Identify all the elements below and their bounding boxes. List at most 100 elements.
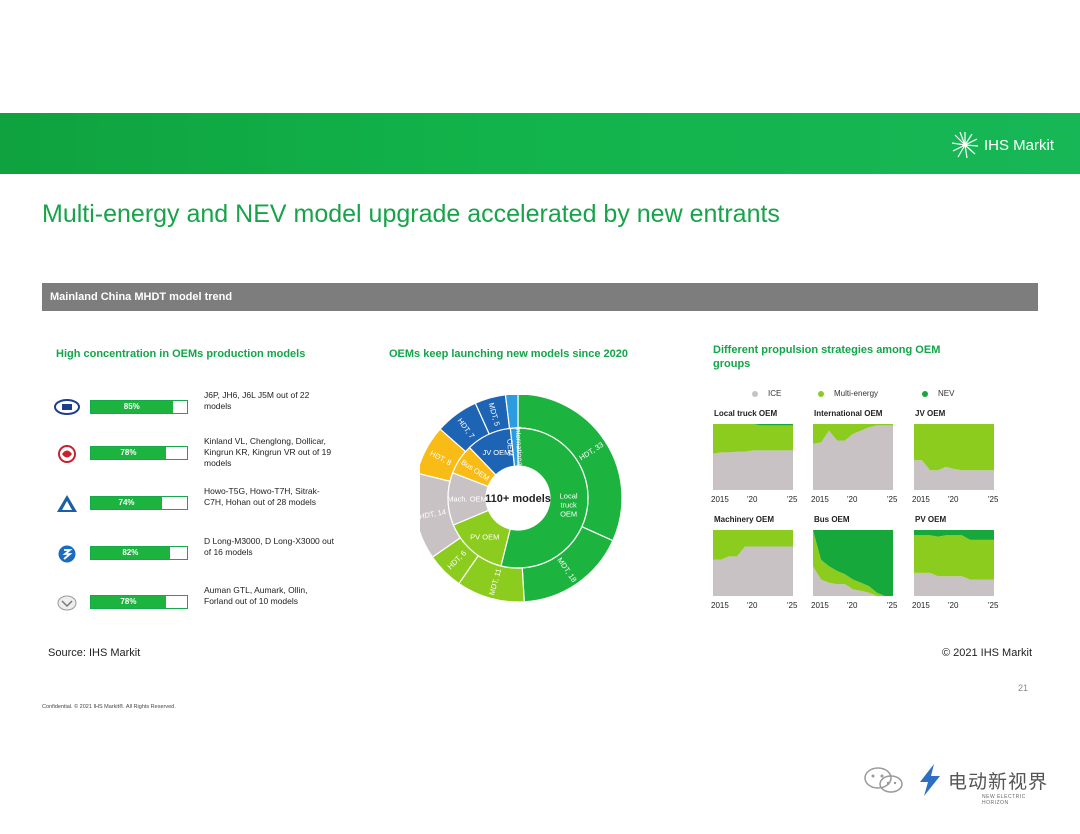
concentration-bar-fill: 78% [91,596,166,608]
area-series-ice [713,450,793,490]
area-series-nev [914,530,994,540]
legend-item: ICE [752,389,781,398]
oem-row: 78% Auman GTL, Aumark, Ollin, Forland out… [54,585,334,625]
x-tick-label: '25 [787,601,798,610]
x-tick-label: '25 [988,495,999,504]
x-tick-label: '20 [948,495,959,504]
area-series-ice [713,546,793,596]
small-multiple-chart [713,530,793,596]
x-tick-label: '25 [988,601,999,610]
small-multiple-chart [813,424,893,490]
donut-center-label: 110+ models [485,493,551,505]
small-multiple-chart [813,530,893,596]
brand-logo: IHS Markit [950,130,1054,160]
area-series-multi-energy [914,424,994,471]
oem-models-text: J6P, JH6, J6L J5M out of 22 models [204,390,310,411]
concentration-bar-fill: 78% [91,447,166,459]
dongfeng-logo-icon [54,444,80,464]
x-tick-label: 2015 [711,601,729,610]
page-title: Multi-energy and NEV model upgrade accel… [42,200,780,228]
x-tick-label: 2015 [912,601,930,610]
small-multiple-title: Machinery OEM [714,515,775,524]
oem-models-text: Kinland VL, Chenglong, Dollicar, Kingrun… [204,436,332,468]
oem-models-text: Howo-T5G, Howo-T7H, Sitrak-C7H, Hohan ou… [204,486,320,507]
middle-column-title: OEMs keep launching new models since 202… [389,348,629,360]
area-series-nev [713,424,793,426]
lightning-logo-icon [920,764,940,796]
left-column-title: High concentration in OEMs production mo… [56,348,306,360]
brand-name: IHS Markit [983,136,1054,154]
concentration-bar-fill: 82% [91,547,170,559]
x-tick-label: 2015 [811,495,829,504]
header-banner [0,113,1080,174]
area-series-multi-energy [813,424,893,444]
foton-logo-icon [54,593,80,613]
copyright-note: © 2021 IHS Markit [941,647,1032,659]
legend-label: NEV [938,389,955,398]
area-series-ice [914,572,994,596]
faw-logo-icon [54,398,80,418]
legend-item: Multi-energy [818,389,878,398]
shacman-logo-icon [54,544,80,564]
x-tick-label: '25 [787,495,798,504]
inner-label: JV OEM [482,448,510,457]
right-column-title: Different propulsion strategies among OE… [713,344,941,370]
legend-swatch [818,390,824,397]
oem-row: 82% D Long-M3000, D Long-X3000 out of 16 … [54,536,334,576]
oem-row: 78% Kinland VL, Chenglong, Dollicar, King… [54,436,334,476]
concentration-bar: 78% [90,595,188,609]
legend-item: NEV [922,389,954,398]
small-multiple-title: Bus OEM [814,515,850,524]
inner-label: InternationalOEM [505,426,525,469]
area-series-nev [813,530,893,596]
x-tick-label: 2015 [711,495,729,504]
concentration-bar: 85% [90,400,188,414]
concentration-bar: 78% [90,446,188,460]
concentration-bar-fill: 74% [91,497,163,509]
small-multiple-title: International OEM [814,409,883,418]
legend-label: ICE [768,389,782,398]
legend-swatch [922,390,928,397]
x-tick-label: 2015 [811,601,829,610]
page-number: 21 [1017,683,1028,693]
inner-label: PV OEM [470,533,499,542]
donut-hole [486,466,550,530]
small-multiple-chart [914,424,994,490]
wechat-icon [864,767,903,793]
section-header: Mainland China MHDT model trend [42,283,1038,311]
area-series-ice [914,460,994,490]
watermark-subtext: NEW ELECTRIC HORIZON [982,794,1026,806]
oem-models-text: Auman GTL, Aumark, Ollin, Forland out of… [204,585,308,606]
small-multiple-title: PV OEM [915,515,947,524]
watermark-text: 电动新视界 [948,771,1049,793]
x-tick-label: '25 [887,495,898,504]
x-tick-label: '20 [847,495,858,504]
inner-label: Local truck OEM [560,491,578,518]
area-series-multi-energy [813,530,893,596]
area-series-multi-energy [914,535,994,580]
small-multiple-chart [914,530,994,596]
x-tick-label: '20 [948,601,959,610]
small-multiple-title: JV OEM [915,409,946,418]
oem-row: 85% J6P, JH6, J6L J5M out of 22 models [54,390,334,430]
small-multiple-title: Local truck OEM [714,409,778,418]
area-series-multi-energy [713,424,793,454]
small-multiple-chart [713,424,793,490]
source-note: Source: IHS Markit [48,647,141,659]
oem-models-text: D Long-M3000, D Long-X3000 out of 16 mod… [204,536,334,557]
legend-swatch [752,390,758,397]
sinotruk-logo-icon [54,494,80,514]
legend-label: Multi-energy [834,389,879,398]
area-series-ice [813,566,893,596]
confidential-note: Confidential. © 2021 IHS Markit®. All Ri… [42,704,176,710]
x-tick-label: '25 [887,601,898,610]
x-tick-label: '20 [747,601,758,610]
x-tick-label: '20 [747,495,758,504]
concentration-bar-fill: 85% [91,401,173,413]
concentration-bar: 82% [90,546,188,560]
oem-row: 74% Howo-T5G, Howo-T7H, Sitrak-C7H, Hohan… [54,486,334,526]
ihs-starburst-icon [951,131,979,159]
x-tick-label: '20 [847,601,858,610]
watermark: 电动新视界 NEW ELECTRIC HORIZON [862,762,1049,806]
